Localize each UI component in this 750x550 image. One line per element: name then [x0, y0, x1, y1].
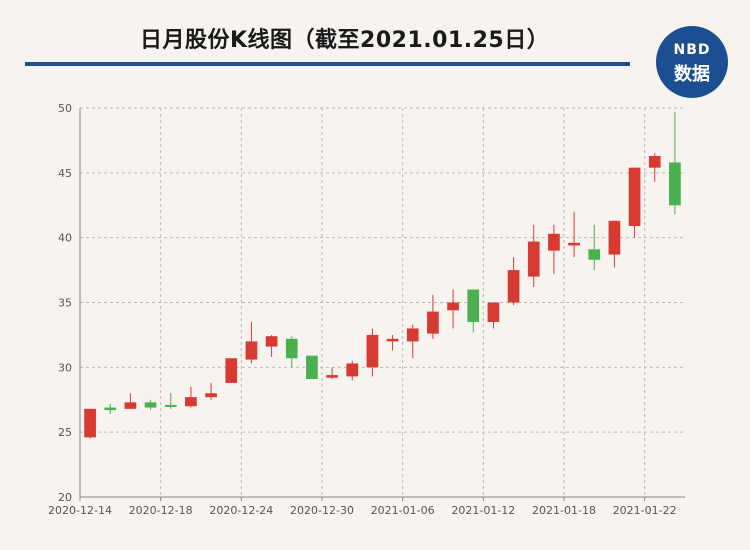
y-tick-label: 45	[58, 167, 72, 180]
candle-body	[648, 155, 661, 168]
grid-lines	[80, 107, 685, 497]
candle	[427, 294, 439, 339]
candle-body	[669, 162, 681, 206]
candles	[84, 111, 681, 439]
x-tick-label: 2021-01-12	[451, 504, 515, 517]
x-tick-label: 2021-01-22	[613, 504, 677, 517]
y-tick-label: 20	[58, 491, 72, 504]
candle-body	[527, 241, 540, 277]
candle-body	[548, 233, 560, 251]
x-tick-label: 2020-12-18	[129, 504, 193, 517]
candle-body	[124, 402, 137, 409]
y-tick-label: 35	[58, 297, 72, 310]
candle	[84, 408, 96, 439]
candle	[467, 289, 480, 333]
candle	[648, 153, 661, 182]
candle-body	[487, 302, 500, 322]
candle-body	[588, 249, 601, 260]
candle	[205, 382, 217, 400]
title-underline	[25, 62, 630, 66]
candle	[628, 167, 641, 238]
x-tick-label: 2021-01-18	[532, 504, 596, 517]
x-tick-label: 2021-01-06	[371, 504, 435, 517]
x-tick-label: 2020-12-30	[290, 504, 354, 517]
y-tick-label: 40	[58, 232, 72, 245]
candle-body	[245, 341, 258, 360]
candle	[346, 360, 359, 381]
candle-body	[164, 404, 177, 407]
candle	[104, 403, 117, 415]
y-tick-label: 50	[58, 102, 72, 115]
candle	[326, 367, 338, 380]
candle-body	[507, 270, 520, 303]
candle-body	[144, 402, 157, 408]
candle-body	[205, 393, 217, 398]
candle	[487, 302, 500, 329]
candle-body	[427, 311, 439, 334]
candle-body	[568, 242, 580, 246]
x-axis: 2020-12-14 2020-12-18 2020-12-24 2020-12-30…	[48, 496, 685, 517]
candle	[568, 211, 580, 258]
candle-body	[225, 358, 238, 383]
candle	[608, 220, 621, 268]
candle	[507, 257, 520, 306]
candle-body	[608, 220, 621, 255]
candle	[285, 336, 298, 368]
candle	[548, 224, 560, 274]
y-axis: 20 25 30 35 40 45 50	[58, 102, 81, 504]
candle-body	[628, 167, 641, 226]
y-tick-label: 30	[58, 361, 72, 374]
candle-body	[104, 407, 117, 411]
chart-title: 日月股份K线图（截至2021.01.25日）	[140, 28, 550, 53]
candle	[306, 355, 318, 380]
candle	[447, 289, 459, 329]
candle	[669, 111, 681, 215]
candle	[386, 334, 399, 351]
candle-body	[467, 289, 480, 322]
candle-body	[285, 338, 298, 359]
candle	[245, 321, 258, 364]
y-tick-label: 25	[58, 426, 72, 439]
candle-body	[406, 328, 419, 342]
candle-body	[326, 375, 338, 378]
candle-body	[386, 338, 399, 342]
x-tick-label: 2020-12-14	[48, 504, 112, 517]
candle-body	[366, 334, 379, 368]
nbd-data-logo: NBD 数据	[656, 26, 728, 98]
logo-text-bottom: 数据	[674, 64, 710, 85]
candle-body	[185, 397, 197, 407]
x-tick-label: 2020-12-24	[209, 504, 273, 517]
candle	[164, 393, 177, 409]
candle	[366, 328, 379, 377]
candle	[406, 324, 419, 359]
candle	[185, 386, 197, 408]
candle-body	[84, 408, 96, 438]
candle	[124, 393, 137, 409]
candle-body	[447, 302, 459, 311]
candle-body	[346, 363, 359, 377]
candle-body	[306, 355, 318, 380]
candle	[225, 358, 238, 383]
candle	[265, 334, 278, 357]
candle	[527, 224, 540, 287]
candle	[588, 224, 601, 271]
logo-text-top: NBD	[673, 42, 711, 58]
candle-body	[265, 336, 278, 347]
candle	[144, 399, 157, 411]
